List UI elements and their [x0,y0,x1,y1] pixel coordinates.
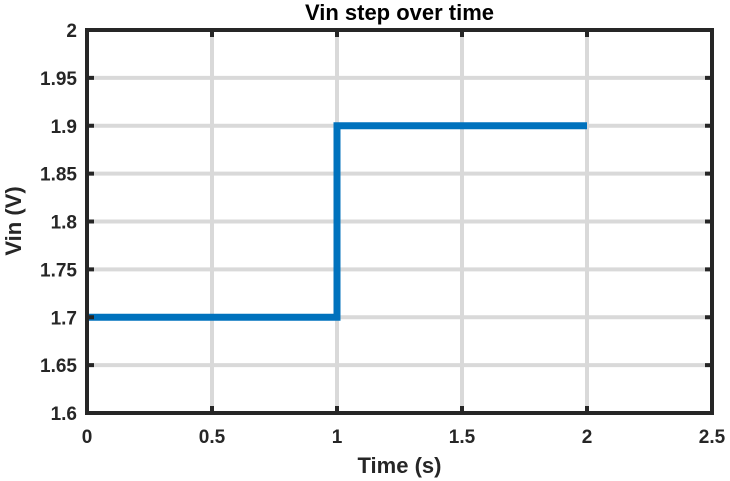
series-line-0 [87,122,587,321]
x-tick-label: 0 [82,427,93,448]
y-tick-label: 1.95 [40,69,77,90]
x-tick-label: 2.5 [699,427,726,448]
y-tick-label: 1.65 [40,356,77,377]
chart-title: Vin step over time [305,0,494,25]
tick-marks [85,28,714,415]
x-axis-label: Time (s) [358,453,442,478]
y-tick-label: 1.7 [51,308,77,329]
y-tick-label: 1.8 [51,213,77,234]
y-tick-label: 1.75 [40,260,77,281]
x-tick-label: 1 [332,427,343,448]
x-tick-label: 0.5 [199,427,226,448]
y-tick-label: 1.9 [51,117,77,138]
y-tick-label: 2 [66,21,77,42]
x-tick-label: 2 [582,427,593,448]
y-tick-label: 1.85 [40,165,77,186]
series-layer [87,122,587,321]
x-tick-label: 1.5 [449,427,476,448]
x-tick-labels: 0 0.5 1 1.5 2 2.5 [82,427,726,448]
y-axis-label: Vin (V) [1,186,26,255]
y-tick-label: 1.6 [51,404,77,425]
y-tick-labels: 1.6 1.65 1.7 1.75 1.8 1.85 1.9 1.95 2 [40,21,77,425]
